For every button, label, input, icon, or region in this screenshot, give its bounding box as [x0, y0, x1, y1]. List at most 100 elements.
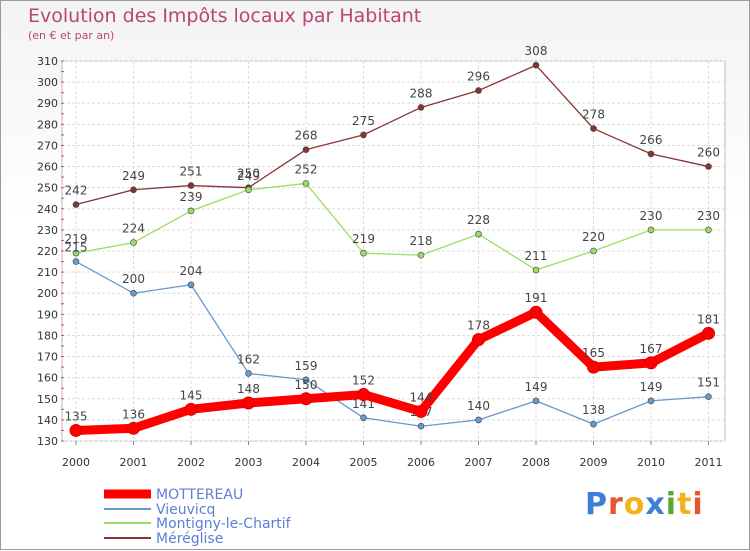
data-label: 165 [582, 346, 605, 360]
data-point [590, 247, 597, 255]
data-point [417, 104, 425, 111]
data-point [187, 207, 195, 215]
data-point [475, 416, 482, 424]
data-label: 219 [65, 232, 88, 246]
data-point [702, 326, 715, 340]
data-point [529, 305, 543, 319]
data-point [414, 404, 428, 418]
data-point [302, 376, 310, 384]
data-point [705, 226, 712, 234]
data-label: 148 [237, 382, 260, 396]
logo-letter: P [585, 487, 608, 522]
logo-letter: i [692, 487, 704, 522]
data-label: 140 [467, 399, 490, 413]
chart-subtitle: (en € et par an) [28, 29, 115, 42]
x-tick-label: 2002 [177, 456, 205, 469]
data-point [647, 226, 655, 234]
y-tick-label: 130 [37, 435, 58, 448]
data-point [245, 370, 252, 377]
data-label: 308 [525, 44, 548, 58]
data-point [242, 396, 255, 410]
legend-label: Méréglise [156, 531, 223, 547]
data-point [647, 150, 655, 158]
y-tick-label: 150 [37, 393, 58, 406]
data-label: 250 [237, 167, 260, 181]
y-tick-label: 200 [37, 287, 58, 300]
data-label: 159 [295, 359, 318, 373]
x-tick-label: 2000 [62, 456, 90, 469]
data-point [705, 393, 712, 400]
data-point [72, 258, 80, 265]
data-point [475, 87, 482, 94]
x-tick-label: 2011 [695, 456, 723, 469]
data-point [587, 360, 600, 374]
data-point [532, 61, 540, 69]
data-point [302, 146, 310, 153]
data-point [187, 281, 195, 289]
y-tick-label: 230 [37, 224, 58, 237]
data-point [472, 333, 485, 347]
data-point [130, 239, 137, 246]
data-label: 145 [180, 388, 203, 402]
data-point [644, 356, 658, 370]
y-tick-label: 180 [37, 329, 58, 342]
data-label: 278 [582, 108, 605, 122]
data-label: 230 [640, 209, 663, 223]
proxiti-logo: Proxiti [585, 487, 704, 522]
data-point [590, 125, 597, 132]
data-label: 251 [180, 165, 203, 179]
data-label: 252 [295, 162, 318, 176]
data-label: 288 [410, 86, 433, 100]
data-point [130, 289, 137, 297]
y-tick-label: 290 [37, 97, 58, 110]
data-point [299, 392, 313, 406]
data-point [532, 397, 540, 405]
y-tick-label: 250 [37, 182, 58, 195]
data-label: 224 [122, 222, 145, 236]
data-label: 260 [697, 146, 720, 160]
data-point [417, 251, 425, 259]
logo-letter: i [665, 487, 678, 522]
data-label: 136 [122, 407, 145, 421]
data-point [360, 414, 367, 422]
data-point [532, 266, 540, 274]
data-label: 219 [352, 232, 375, 246]
logo-letter: t [677, 487, 693, 522]
data-label: 135 [65, 409, 88, 423]
data-point [357, 388, 370, 402]
data-label: 228 [467, 213, 490, 227]
x-tick-label: 2004 [292, 456, 320, 469]
y-tick-label: 270 [37, 139, 58, 152]
data-point [184, 402, 198, 416]
data-point [590, 420, 597, 428]
data-point [475, 230, 482, 238]
x-tick-label: 2005 [350, 456, 378, 469]
legend-label: Vieuvicq [156, 502, 215, 518]
data-point [187, 182, 195, 189]
data-label: 149 [640, 380, 663, 394]
data-label: 249 [237, 169, 260, 183]
data-point [72, 201, 80, 208]
data-point [705, 163, 712, 170]
data-label: 150 [295, 378, 318, 392]
data-label: 138 [582, 403, 605, 417]
logo-letter: o [623, 487, 646, 522]
x-tick-label: 2008 [522, 456, 550, 469]
data-label: 296 [467, 70, 490, 84]
series-line-vieuvicq [75, 260, 710, 427]
y-tick-label: 160 [37, 372, 58, 385]
x-tick-label: 2006 [407, 456, 435, 469]
data-point [647, 397, 655, 405]
data-label: 220 [582, 230, 605, 244]
data-label: 178 [467, 319, 490, 333]
data-point [360, 249, 367, 257]
data-label: 218 [410, 234, 433, 248]
data-label: 268 [295, 129, 318, 143]
data-label: 149 [525, 380, 548, 394]
x-tick-label: 2001 [120, 456, 148, 469]
data-label: 181 [697, 312, 720, 326]
data-point [417, 422, 425, 430]
logo-letter: r [608, 487, 624, 522]
